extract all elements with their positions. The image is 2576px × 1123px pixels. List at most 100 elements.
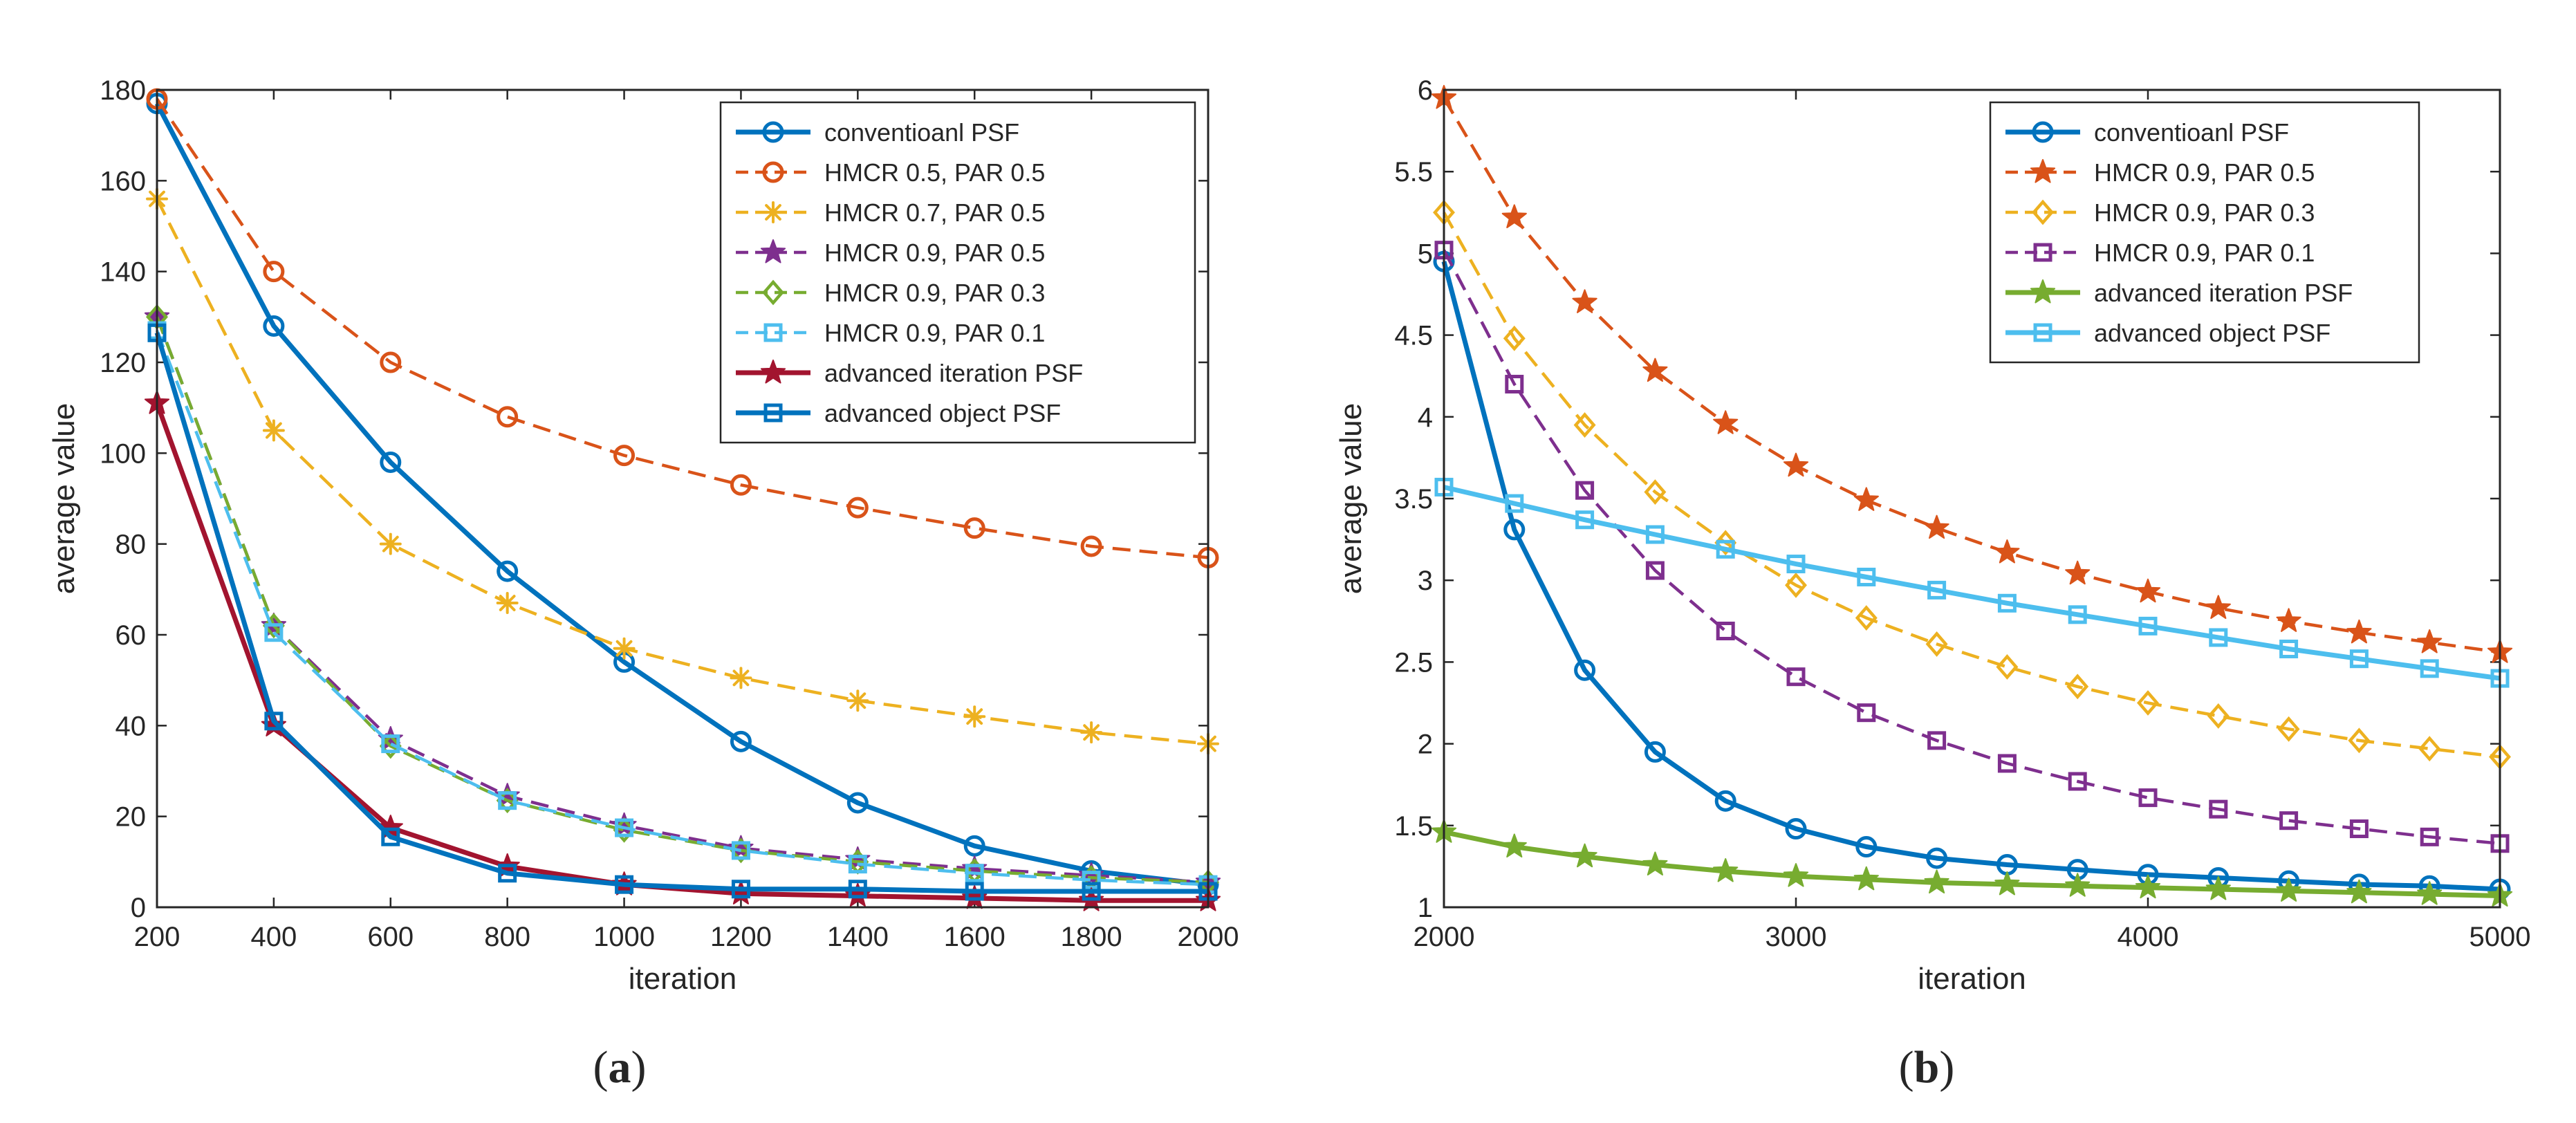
legend-swatch-b-5 xyxy=(2005,323,2080,342)
x-tick-label-a-4: 1000 xyxy=(593,922,655,952)
point-b-2-2 xyxy=(1573,412,1596,438)
point-a-7-4 xyxy=(615,875,634,894)
point-b-5-5 xyxy=(1786,555,1806,574)
legend-label-b-0: conventioanl PSF xyxy=(2094,118,2289,147)
point-b-0-6 xyxy=(1855,836,1878,858)
point-b-5-8 xyxy=(1997,593,2017,613)
legend-marker-a-4 xyxy=(762,279,784,306)
series-line-a-3 xyxy=(155,316,1209,884)
legend-swatch-a-7 xyxy=(736,403,810,423)
x-tick-label-a-5: 1200 xyxy=(710,922,772,952)
point-b-1-11 xyxy=(2205,595,2231,619)
point-a-5-3 xyxy=(498,791,517,810)
point-a-1-4 xyxy=(613,445,636,467)
series-line-b-3 xyxy=(1443,249,2501,846)
y-tick-label-b-8: 5 xyxy=(1418,239,1433,269)
series-line-b-2 xyxy=(1443,212,2501,759)
point-b-4-6 xyxy=(1853,866,1879,891)
point-b-3-14 xyxy=(2420,827,2439,846)
x-tick-label-b-2: 4000 xyxy=(2118,922,2179,952)
y-tick-label-b-6: 4 xyxy=(1418,402,1433,433)
legend-marker-b-5 xyxy=(2033,323,2053,342)
point-a-5-2 xyxy=(381,734,400,754)
point-b-4-1 xyxy=(1501,833,1527,858)
point-a-5-5 xyxy=(731,841,750,860)
point-b-3-12 xyxy=(2279,811,2299,830)
point-b-1-1 xyxy=(1501,204,1527,228)
point-b-2-14 xyxy=(2418,736,2441,762)
series-line-b-5 xyxy=(1443,485,2501,681)
x-tick-label-a-8: 1800 xyxy=(1061,922,1122,952)
point-b-3-11 xyxy=(2209,799,2228,819)
y-axis-label-a: average value xyxy=(47,403,81,594)
point-b-3-3 xyxy=(1645,561,1665,580)
point-b-3-7 xyxy=(1927,731,1947,750)
point-b-2-10 xyxy=(2137,690,2159,716)
point-b-0-1 xyxy=(1503,519,1526,541)
point-b-4-14 xyxy=(2417,881,2443,905)
point-b-5-10 xyxy=(2138,616,2158,635)
point-b-0-3 xyxy=(1644,741,1666,763)
point-b-2-1 xyxy=(1503,325,1526,351)
point-b-1-2 xyxy=(1572,289,1597,313)
legend-label-a-6: advanced iteration PSF xyxy=(824,359,1083,387)
point-a-2-5-stroke xyxy=(732,669,750,687)
legend-swatch-b-3 xyxy=(2005,243,2080,262)
point-b-4-9 xyxy=(2065,873,2091,897)
legend-swatch-a-3 xyxy=(736,239,810,263)
point-b-4-11 xyxy=(2205,876,2231,900)
legend-swatch-a-5 xyxy=(736,323,810,342)
point-a-1-8 xyxy=(1080,535,1102,557)
point-a-5-4 xyxy=(615,818,634,837)
point-a-0-5 xyxy=(730,730,752,752)
y-tick-label-a-6: 120 xyxy=(100,348,146,378)
point-b-1-12 xyxy=(2276,608,2301,632)
legend-marker-b-3 xyxy=(2033,243,2053,262)
point-a-2-7 xyxy=(963,705,986,728)
legend-marker-a-6 xyxy=(760,360,786,384)
point-a-7-7 xyxy=(965,882,984,901)
legend-swatch-b-1 xyxy=(2005,159,2080,183)
point-b-3-4 xyxy=(1716,621,1735,640)
legend-swatch-a-6 xyxy=(736,360,810,384)
point-a-5-7 xyxy=(965,864,984,883)
panel-label-a: (a) xyxy=(593,1042,647,1093)
point-b-5-3 xyxy=(1645,525,1665,544)
point-b-3-6 xyxy=(1857,703,1876,723)
series-b-4 xyxy=(1431,819,2513,907)
series-line-a-1 xyxy=(156,98,1209,559)
point-b-5-9 xyxy=(2068,605,2087,624)
point-b-2-11 xyxy=(2207,703,2230,729)
point-a-1-7 xyxy=(963,517,985,539)
legend-label-a-3: HMCR 0.9, PAR 0.5 xyxy=(824,239,1045,267)
legend-label-a-7: advanced object PSF xyxy=(824,399,1061,427)
x-axis-label-a: iteration xyxy=(629,962,737,996)
x-tick-label-a-9: 2000 xyxy=(1178,922,1239,952)
y-tick-label-b-4: 3 xyxy=(1418,566,1433,596)
x-tick-label-b-0: 2000 xyxy=(1414,922,1475,952)
series-line-a-0 xyxy=(154,102,1209,887)
point-a-6-2 xyxy=(378,815,403,839)
point-a-0-7 xyxy=(963,835,985,857)
panel-label-b-close: ) xyxy=(1939,1042,1954,1093)
point-b-1-4 xyxy=(1713,410,1739,434)
point-b-4-12 xyxy=(2276,878,2301,902)
point-a-7-6 xyxy=(848,880,867,899)
point-b-2-7 xyxy=(1925,631,1948,657)
y-tick-label-b-0: 1 xyxy=(1418,893,1433,923)
y-tick-label-b-10: 6 xyxy=(1418,75,1433,106)
point-a-2-6 xyxy=(846,689,869,712)
point-b-1-9 xyxy=(2065,560,2091,585)
point-a-2-2-stroke xyxy=(382,535,399,553)
point-b-1-7 xyxy=(1924,514,1949,539)
point-a-2-3-stroke xyxy=(499,595,516,611)
series-line-a-7 xyxy=(154,332,1208,894)
chart-b: 2000 3000 4000 5000 1 1.5 2 2.5 3 3.5 4 4.5 5 5.5 6 ite… xyxy=(1334,75,2530,996)
point-b-3-1 xyxy=(1505,375,1524,394)
x-tick-label-a-2: 600 xyxy=(367,922,414,952)
point-b-2-13 xyxy=(2348,727,2371,754)
legend-marker-a-2 xyxy=(762,201,784,223)
y-tick-label-a-0: 0 xyxy=(131,893,146,923)
point-b-5-11 xyxy=(2209,628,2228,647)
